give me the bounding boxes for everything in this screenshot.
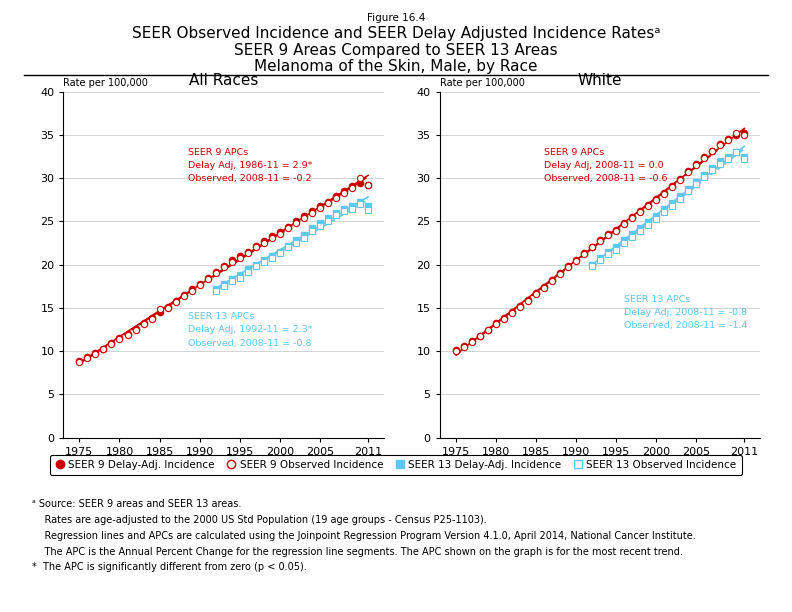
- Text: Melanoma of the Skin, Male, by Race: Melanoma of the Skin, Male, by Race: [254, 59, 538, 75]
- Text: Rate per 100,000: Rate per 100,000: [63, 78, 148, 88]
- Text: SEER 9 APCs
Delay Adj, 2008-11 = 0.0
Observed, 2008-11 = -0.6: SEER 9 APCs Delay Adj, 2008-11 = 0.0 Obs…: [544, 148, 668, 184]
- Text: The APC is the Annual Percent Change for the regression line segments. The APC s: The APC is the Annual Percent Change for…: [32, 547, 683, 556]
- X-axis label: Year of Diagnosis: Year of Diagnosis: [173, 461, 274, 474]
- Text: *  The APC is significantly different from zero (p < 0.05).: * The APC is significantly different fro…: [32, 562, 307, 572]
- Text: ᵃ Source: SEER 9 areas and SEER 13 areas.: ᵃ Source: SEER 9 areas and SEER 13 areas…: [32, 499, 241, 509]
- Title: White: White: [577, 73, 623, 88]
- Text: SEER 9 APCs
Delay Adj, 1986-11 = 2.9*
Observed, 2008-11 = -0.2: SEER 9 APCs Delay Adj, 1986-11 = 2.9* Ob…: [188, 148, 312, 184]
- X-axis label: Year of Diagnosis: Year of Diagnosis: [550, 461, 650, 474]
- Text: Rate per 100,000: Rate per 100,000: [440, 78, 524, 88]
- Text: Figure 16.4: Figure 16.4: [367, 13, 425, 23]
- Title: All Races: All Races: [189, 73, 258, 88]
- Text: Regression lines and APCs are calculated using the Joinpoint Regression Program : Regression lines and APCs are calculated…: [32, 531, 695, 540]
- Text: SEER 13 APCs
Delay Adj, 2008-11 = -0.8
Observed, 2008-11 = -1.4: SEER 13 APCs Delay Adj, 2008-11 = -0.8 O…: [624, 295, 748, 330]
- Legend: SEER 9 Delay-Adj. Incidence, SEER 9 Observed Incidence, SEER 13 Delay-Adj. Incid: SEER 9 Delay-Adj. Incidence, SEER 9 Obse…: [51, 455, 741, 475]
- Text: SEER 9 Areas Compared to SEER 13 Areas: SEER 9 Areas Compared to SEER 13 Areas: [234, 43, 558, 58]
- Text: SEER 13 APCs
Delay Adj, 1992-11 = 2.3*
Observed, 2008-11 = -0.8: SEER 13 APCs Delay Adj, 1992-11 = 2.3* O…: [188, 312, 312, 348]
- Text: SEER Observed Incidence and SEER Delay Adjusted Incidence Ratesᵃ: SEER Observed Incidence and SEER Delay A…: [131, 26, 661, 41]
- Text: Rates are age-adjusted to the 2000 US Std Population (19 age groups - Census P25: Rates are age-adjusted to the 2000 US St…: [32, 515, 486, 524]
